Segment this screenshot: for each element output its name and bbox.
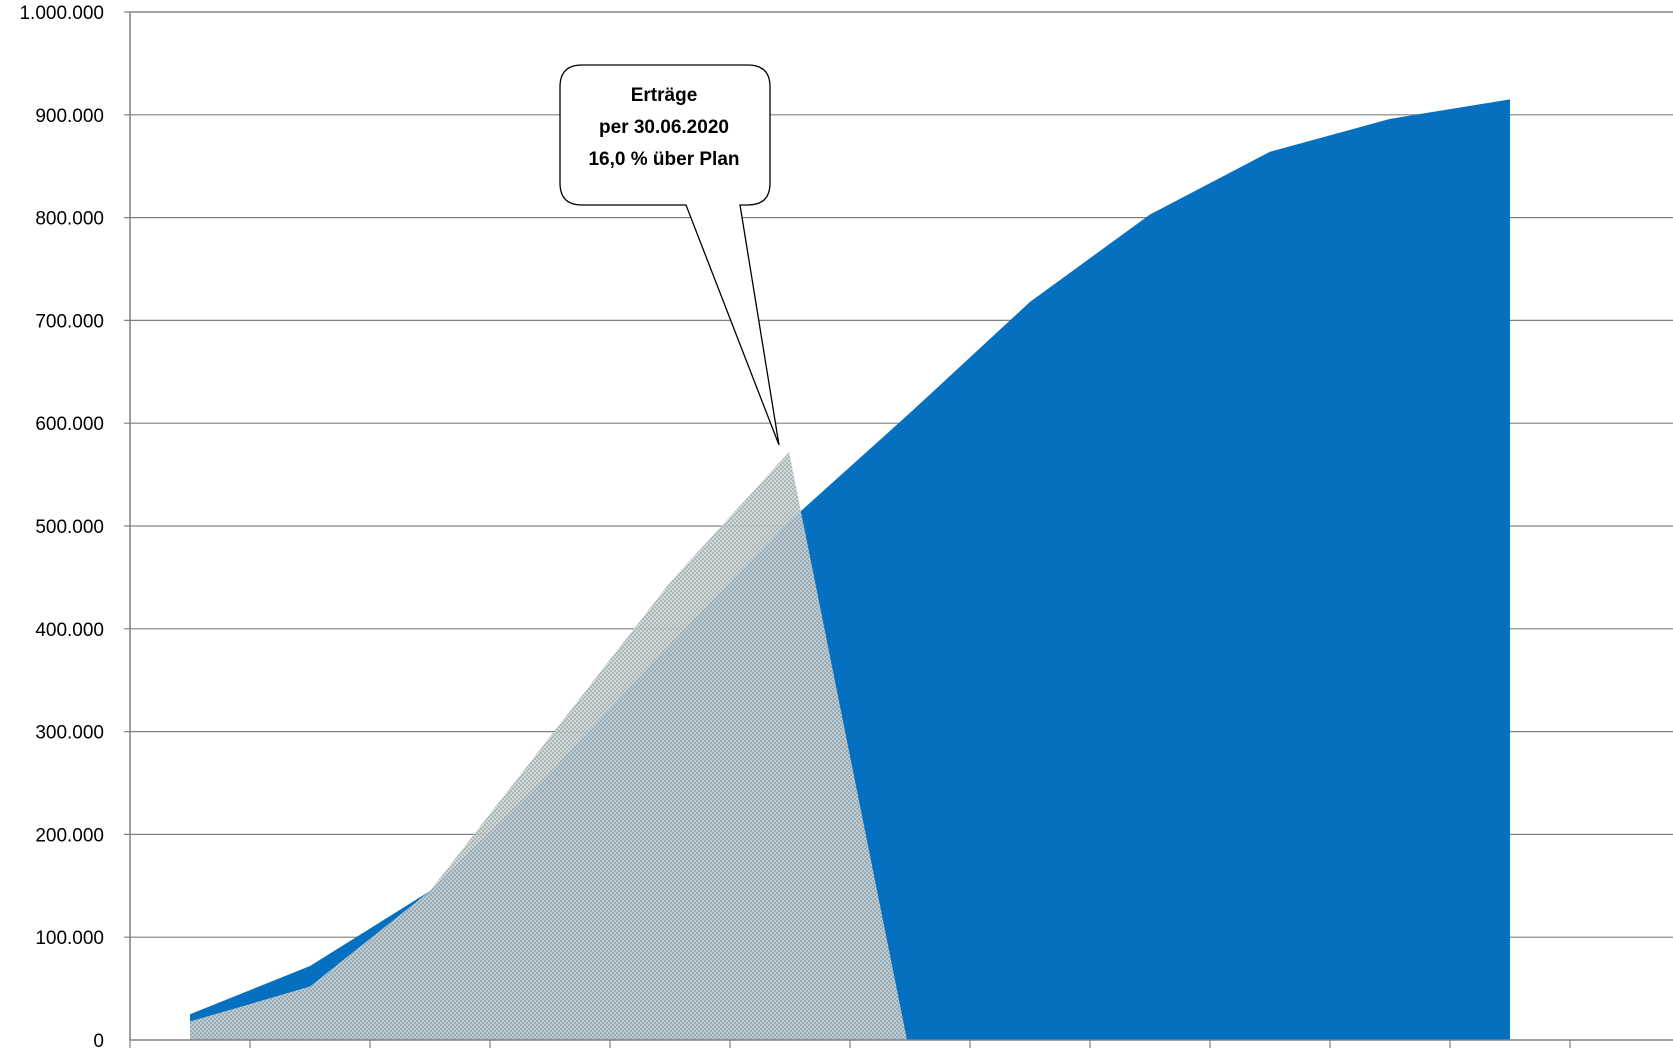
y-tick-label: 700.000 xyxy=(35,311,104,332)
y-tick-label: 600.000 xyxy=(35,414,104,435)
y-axis-tick-labels: 0 100.000 200.000 300.000 400.000 500.000 600.… xyxy=(19,3,104,1048)
plan-overlay xyxy=(190,451,907,1040)
y-tick-label: 400.000 xyxy=(35,620,104,641)
y-tick-label: 800.000 xyxy=(35,209,104,230)
y-tick-label: 500.000 xyxy=(35,517,104,538)
y-tick-label: 900.000 xyxy=(35,106,104,127)
callout-line-2: per 30.06.2020 xyxy=(599,117,729,138)
y-tick-label: 200.000 xyxy=(35,825,104,846)
y-tick-label: 300.000 xyxy=(35,723,104,744)
series-area-overlay xyxy=(190,451,907,1040)
y-tick-label: 100.000 xyxy=(35,928,104,949)
y-tick-label: 1.000.000 xyxy=(19,3,104,24)
callout-bubble: Erträge per 30.06.2020 16,0 % über Plan xyxy=(559,64,780,446)
callout-line-1: Erträge xyxy=(631,85,698,106)
y-tick-label: 0 xyxy=(93,1031,104,1048)
callout-shape xyxy=(559,64,780,446)
axes xyxy=(129,11,1673,1048)
callout-line-3: 16,0 % über Plan xyxy=(588,149,739,170)
